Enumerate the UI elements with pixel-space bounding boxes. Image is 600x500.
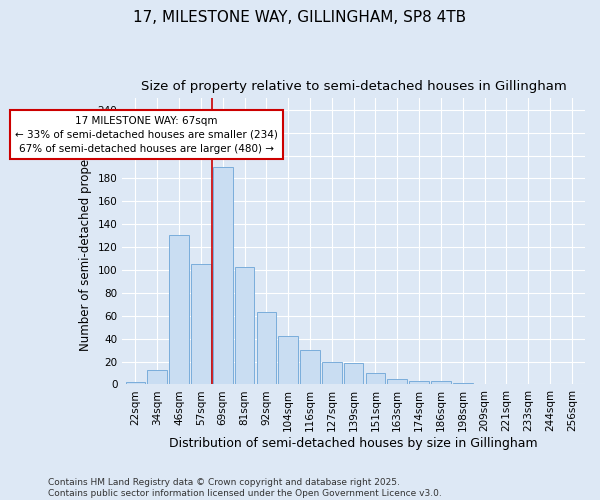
Bar (322, 362, 341, 384)
Bar (213, 167, 233, 384)
Text: Contains HM Land Registry data © Crown copyright and database right 2025.
Contai: Contains HM Land Registry data © Crown c… (48, 478, 442, 498)
Bar (344, 362, 364, 384)
Bar (365, 373, 385, 384)
X-axis label: Distribution of semi-detached houses by size in Gillingham: Distribution of semi-detached houses by … (169, 437, 538, 450)
Bar (125, 382, 145, 384)
Bar (431, 381, 451, 384)
Text: 17 MILESTONE WAY: 67sqm
← 33% of semi-detached houses are smaller (234)
67% of s: 17 MILESTONE WAY: 67sqm ← 33% of semi-de… (15, 116, 278, 154)
Bar (169, 234, 189, 384)
Bar (388, 378, 407, 384)
Bar (300, 350, 320, 384)
Y-axis label: Number of semi-detached properties: Number of semi-detached properties (79, 132, 92, 350)
Text: 17, MILESTONE WAY, GILLINGHAM, SP8 4TB: 17, MILESTONE WAY, GILLINGHAM, SP8 4TB (133, 10, 467, 25)
Bar (257, 312, 276, 384)
Bar (191, 264, 211, 384)
Title: Size of property relative to semi-detached houses in Gillingham: Size of property relative to semi-detach… (141, 80, 566, 93)
Bar (278, 336, 298, 384)
Bar (235, 266, 254, 384)
Bar (409, 381, 429, 384)
Bar (148, 370, 167, 384)
